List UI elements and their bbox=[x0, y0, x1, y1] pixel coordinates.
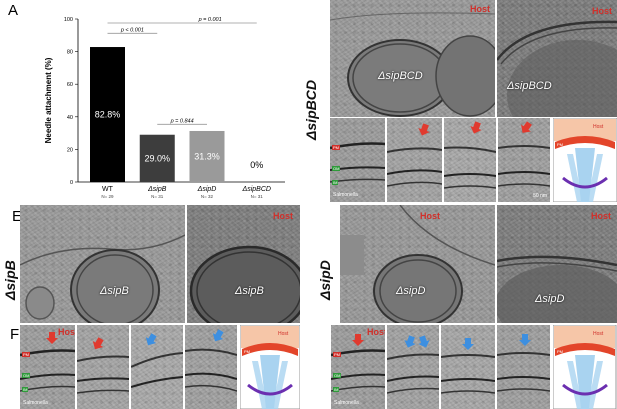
strain-side-label-sipbcd: ΔsipBCD bbox=[303, 80, 319, 140]
sample-size-label: N= 31 bbox=[251, 194, 264, 199]
scale-bar-label: 50 nm bbox=[533, 193, 547, 199]
em-image-h-right: ΔsipD Host bbox=[497, 205, 617, 323]
em-tile-c-2 bbox=[387, 118, 442, 202]
strain-side-label-sipb: ΔsipB bbox=[2, 260, 18, 300]
y-tick-label: 60 bbox=[67, 82, 73, 88]
bar bbox=[139, 134, 175, 182]
em-image-b-left: ΔsipBCD Host bbox=[330, 0, 495, 117]
em-image-e-left: ΔsipB bbox=[20, 205, 185, 323]
salmonella-label: Salmonella bbox=[334, 400, 359, 406]
sample-size-label: N= 32 bbox=[201, 194, 214, 199]
em-tile-i-2 bbox=[387, 325, 439, 409]
sample-size-label: N= 29 bbox=[101, 194, 114, 199]
pm-tag: PM bbox=[22, 352, 30, 357]
panel-label-e: E bbox=[12, 208, 23, 225]
category-label: ΔsipB bbox=[147, 186, 167, 193]
needle-schematic-j: Host PM bbox=[553, 325, 617, 409]
em-tile-c-3 bbox=[444, 118, 496, 202]
host-label: Host bbox=[58, 327, 75, 337]
y-tick-label: 100 bbox=[64, 17, 73, 23]
host-label: Host bbox=[593, 331, 604, 337]
needle-schematic-d: Host PM bbox=[553, 118, 617, 202]
host-label: Host bbox=[591, 211, 611, 221]
panel-label-a: A bbox=[8, 2, 19, 19]
em-image-h-left: ΔsipD Host bbox=[340, 205, 495, 323]
significance-label: p < 0.001 bbox=[120, 27, 144, 33]
significance-label: p = 0.001 bbox=[198, 17, 222, 23]
pm-tag: PM bbox=[333, 352, 341, 357]
om-tag: OM bbox=[332, 166, 341, 171]
host-label: Host bbox=[420, 211, 440, 221]
svg-text:PM: PM bbox=[244, 349, 250, 354]
y-tick-label: 20 bbox=[67, 147, 73, 153]
em-tile-f-2 bbox=[77, 325, 129, 409]
host-label: Host bbox=[273, 211, 293, 221]
y-tick-label: 40 bbox=[67, 115, 73, 121]
host-label: Host bbox=[593, 124, 604, 130]
strain-label: ΔsipB bbox=[235, 285, 264, 297]
sample-size-label: N= 31 bbox=[151, 194, 164, 199]
host-label: Host bbox=[470, 4, 490, 14]
strain-label: ΔsipB bbox=[100, 285, 129, 297]
em-image-b-right: ΔsipBCD Host bbox=[497, 0, 617, 117]
bar bbox=[189, 130, 225, 182]
panel-label-f: F bbox=[10, 326, 20, 343]
strain-label: ΔsipD bbox=[535, 293, 565, 305]
im-tag: IM bbox=[333, 387, 340, 392]
im-tag: IM bbox=[332, 180, 339, 185]
category-label: ΔsipD bbox=[197, 186, 217, 193]
om-tag: OM bbox=[22, 373, 31, 378]
svg-text:PM: PM bbox=[557, 142, 563, 147]
category-label: WT bbox=[102, 186, 114, 193]
needle-attachment-chart: 0 20 40 60 80 100 Needle attachment (%) 82.8% WT… bbox=[44, 17, 285, 199]
y-axis-title: Needle attachment (%) bbox=[44, 57, 53, 143]
em-tile-i-4 bbox=[497, 325, 550, 409]
em-tile-i-1: Host PM OM IM Salmonella bbox=[331, 325, 385, 409]
bar-value-label: 82.8% bbox=[95, 110, 121, 120]
em-image-e-right: ΔsipB Host bbox=[187, 205, 300, 323]
host-label: Host bbox=[367, 327, 385, 337]
category-label: ΔsipBCD bbox=[242, 186, 271, 193]
salmonella-label: Salmonella bbox=[333, 192, 358, 198]
bar-value-label: 31.3% bbox=[194, 151, 220, 161]
strain-label: ΔsipD bbox=[396, 285, 426, 297]
strain-side-label-sipd: ΔsipD bbox=[317, 260, 333, 300]
needle-schematic-g: Host PM bbox=[240, 325, 300, 409]
em-tile-f-3 bbox=[131, 325, 183, 409]
host-label: Host bbox=[278, 331, 289, 337]
strain-label: ΔsipBCD bbox=[507, 80, 552, 92]
em-tile-i-3 bbox=[441, 325, 495, 409]
pm-tag: PM bbox=[332, 145, 340, 150]
bar bbox=[90, 47, 125, 183]
y-tick-label: 0 bbox=[70, 180, 73, 186]
svg-text:PM: PM bbox=[557, 349, 563, 354]
salmonella-label: Salmonella bbox=[23, 400, 48, 406]
em-tile-f-1: Host PM OM IM Salmonella bbox=[20, 325, 75, 409]
em-tile-f-4 bbox=[185, 325, 237, 409]
strain-label: ΔsipBCD bbox=[378, 70, 423, 82]
bar-value-label: 29.0% bbox=[144, 153, 170, 163]
om-tag: OM bbox=[333, 373, 342, 378]
host-label: Host bbox=[592, 6, 612, 16]
y-tick-label: 80 bbox=[67, 50, 73, 56]
im-tag: IM bbox=[22, 387, 29, 392]
em-tile-c-4: 50 nm bbox=[498, 118, 550, 202]
em-tile-c-1: PM OM IM Salmonella bbox=[330, 118, 385, 202]
significance-label: p = 0.844 bbox=[170, 118, 194, 124]
bar-value-label: 0% bbox=[250, 160, 263, 170]
